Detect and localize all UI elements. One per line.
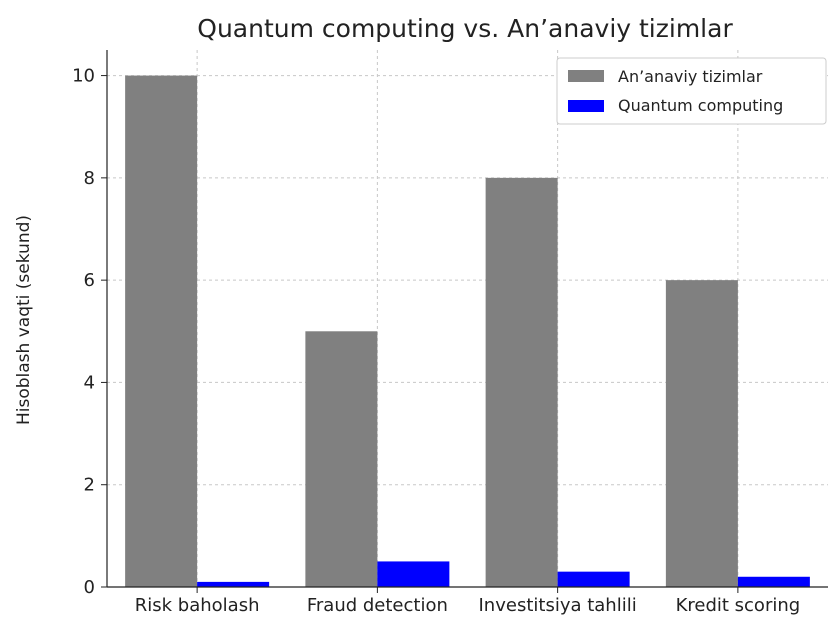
legend: An’anaviy tizimlar Quantum computing xyxy=(556,57,827,125)
bar-traditional-3 xyxy=(665,280,738,587)
y-tick-label: 4 xyxy=(84,372,95,393)
bar-quantum-2 xyxy=(557,571,630,587)
bars xyxy=(125,75,810,588)
y-tick-label: 6 xyxy=(84,270,95,291)
chart-title: Quantum computing vs. An’anaviy tizimlar xyxy=(197,14,733,43)
x-tick-label: Fraud detection xyxy=(307,595,448,615)
legend-swatch-quantum xyxy=(568,100,604,112)
y-axis-ticks: 0 2 4 6 8 10 xyxy=(72,66,107,598)
y-tick-label: 0 xyxy=(84,577,95,598)
bar-quantum-1 xyxy=(377,561,450,587)
legend-label-quantum: Quantum computing xyxy=(618,96,783,115)
x-tick-label: Kredit scoring xyxy=(676,595,801,615)
x-tick-label: Risk baholash xyxy=(135,595,260,615)
legend-box xyxy=(556,57,827,125)
bar-traditional-1 xyxy=(305,331,378,587)
y-axis-label: Hisoblash vaqti (sekund) xyxy=(14,215,34,425)
y-tick-label: 2 xyxy=(84,475,95,496)
bar-quantum-0 xyxy=(197,581,270,587)
y-tick-label: 8 xyxy=(84,168,95,189)
axes xyxy=(106,50,828,588)
bar-traditional-0 xyxy=(125,75,198,588)
legend-swatch-traditional xyxy=(568,70,604,82)
bar-quantum-3 xyxy=(737,576,810,587)
x-axis-ticks: Risk baholash Fraud detection Investitsiya… xyxy=(135,587,801,616)
x-tick-label: Investitsiya tahlili xyxy=(479,595,637,615)
legend-label-traditional: An’anaviy tizimlar xyxy=(618,67,763,86)
bar-traditional-2 xyxy=(485,177,558,587)
y-tick-label: 10 xyxy=(72,66,95,87)
